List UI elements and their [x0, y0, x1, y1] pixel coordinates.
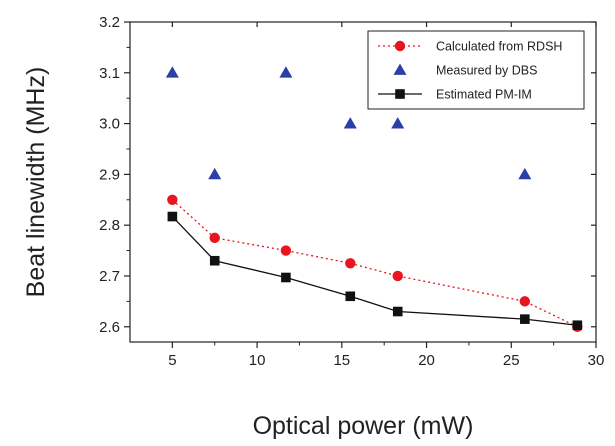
- data-point: [167, 211, 178, 222]
- legend-label: Measured by DBS: [436, 64, 537, 78]
- x-axis-title: Optical power (mW): [253, 412, 474, 440]
- plot-frame: [129, 21, 597, 343]
- data-point: [392, 270, 403, 282]
- y-tick-label: 2.8: [99, 217, 120, 234]
- data-point: [208, 167, 222, 180]
- plot-border: [129, 21, 597, 343]
- data-point: [345, 258, 356, 269]
- data-point: [209, 255, 220, 266]
- series-line: [171, 216, 578, 326]
- data-point: [519, 296, 531, 307]
- data-point: [209, 232, 220, 244]
- series-3: [167, 211, 583, 331]
- data-point: [165, 66, 179, 78]
- x-tick-label: 20: [418, 352, 435, 369]
- legend-entry: Measured by DBS: [393, 63, 537, 78]
- data-point: [391, 117, 405, 129]
- data-point: [280, 245, 292, 256]
- legend-marker: [395, 89, 405, 99]
- x-tick-label: 10: [249, 352, 266, 369]
- y-tick-label: 2.6: [99, 319, 120, 336]
- legend-marker: [394, 40, 406, 52]
- x-tick-label: 25: [503, 352, 520, 369]
- data-point: [167, 194, 178, 205]
- series-2: [165, 66, 532, 180]
- x-tick-label: 5: [168, 352, 176, 369]
- legend-entry: Calculated from RDSH: [378, 40, 562, 54]
- data-point: [392, 306, 403, 317]
- x-axis: 5 10 15 20 25 30: [168, 22, 604, 369]
- data-point: [518, 167, 532, 180]
- data-point: [345, 291, 356, 302]
- legend-marker: [393, 63, 407, 75]
- legend-entry: Estimated PM-IM: [378, 88, 532, 102]
- y-tick-label: 3.0: [99, 116, 120, 133]
- data-point: [279, 66, 293, 78]
- data-point: [572, 320, 583, 331]
- legend-label: Calculated from RDSH: [436, 40, 562, 54]
- data-point: [281, 272, 291, 283]
- y-tick-label: 2.9: [99, 166, 120, 183]
- series-1: [167, 194, 583, 332]
- series-layer: [165, 66, 583, 332]
- y-tick-label: 2.7: [99, 268, 120, 285]
- data-point: [343, 117, 357, 129]
- x-tick-label: 15: [333, 352, 350, 369]
- x-tick-label: 30: [588, 352, 605, 369]
- legend-label: Estimated PM-IM: [436, 88, 532, 102]
- data-point: [520, 314, 530, 324]
- y-axis: 2.6 2.7 2.8 2.9 3.0 3.1 3.2: [99, 14, 596, 336]
- y-tick-label: 3.1: [99, 65, 120, 82]
- legend: Calculated from RDSH Measured by DBS Estim…: [367, 30, 585, 110]
- y-axis-title: Beat linewidth (MHz): [22, 67, 50, 298]
- series-line: [171, 199, 578, 328]
- y-tick-label: 3.2: [99, 14, 120, 31]
